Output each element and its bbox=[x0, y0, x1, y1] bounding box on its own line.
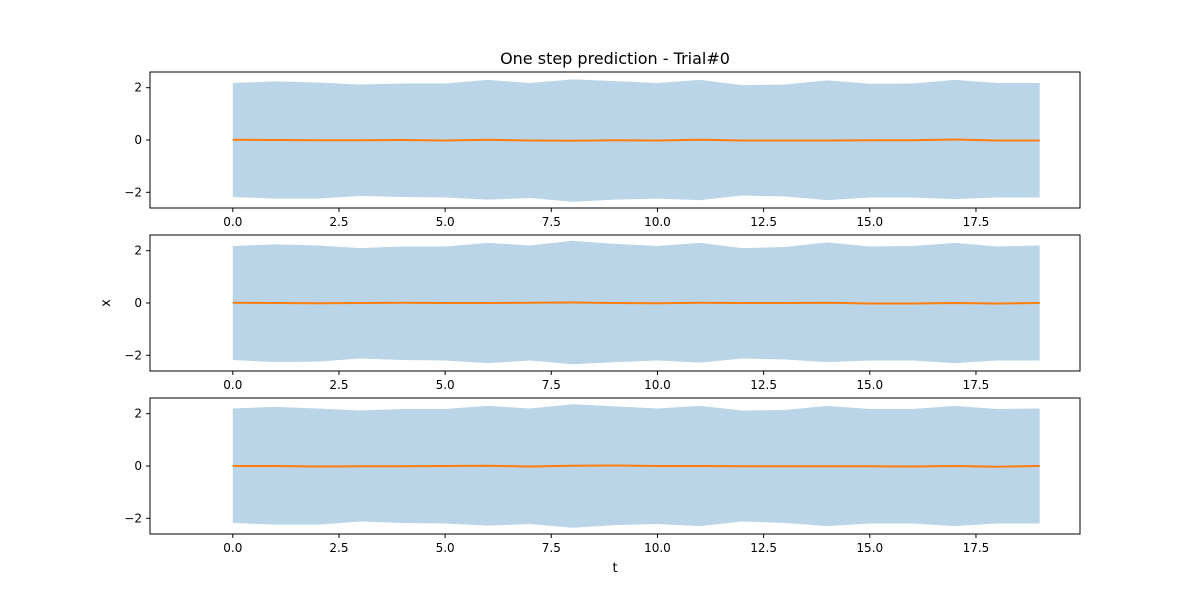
prediction-line bbox=[232, 464, 1040, 468]
x-tick-label: 2.5 bbox=[329, 215, 348, 229]
y-tick-label: 0 bbox=[134, 296, 142, 310]
subplot-panels: 0.0 2.5 5.0 7.5 10.0 12.5 15.0 17.5 −2 0 2 0.0 2.5 5.… bbox=[99, 71, 1081, 576]
y-tick-label: 2 bbox=[134, 244, 142, 258]
subplot-3: 0.0 2.5 5.0 7.5 10.0 12.5 15.0 17.5 −2 0 2 t bbox=[124, 397, 1081, 576]
figure-title: One step prediction - Trial#0 bbox=[500, 49, 730, 68]
x-tick-label: 5.0 bbox=[436, 215, 455, 229]
x-tick-label: 12.5 bbox=[750, 378, 777, 392]
x-axis-label: t bbox=[612, 561, 617, 576]
y-tick-label: 0 bbox=[134, 459, 142, 473]
x-tick-label: 12.5 bbox=[750, 541, 777, 555]
x-tick-label: 15.0 bbox=[856, 215, 883, 229]
prediction-line bbox=[232, 301, 1040, 305]
subplot-2: 0.0 2.5 5.0 7.5 10.0 12.5 15.0 17.5 −2 0 2 x bbox=[99, 234, 1081, 392]
x-tick-label: 7.5 bbox=[542, 215, 561, 229]
x-tick-label: 5.0 bbox=[436, 541, 455, 555]
y-tick-label: −2 bbox=[124, 511, 142, 525]
x-tick-label: 10.0 bbox=[644, 215, 671, 229]
x-tick-label: 10.0 bbox=[644, 541, 671, 555]
x-tick-label: 0.0 bbox=[223, 215, 242, 229]
x-tick-label: 17.5 bbox=[963, 378, 990, 392]
y-tick-label: −2 bbox=[124, 348, 142, 362]
x-tick-label: 2.5 bbox=[329, 378, 348, 392]
prediction-line bbox=[232, 138, 1040, 142]
y-tick-label: 0 bbox=[134, 133, 142, 147]
x-tick-label: 0.0 bbox=[223, 541, 242, 555]
y-axis-label: x bbox=[99, 299, 114, 307]
y-tick-label: 2 bbox=[134, 81, 142, 95]
x-tick-label: 5.0 bbox=[436, 378, 455, 392]
x-tick-label: 0.0 bbox=[223, 378, 242, 392]
subplot-1: 0.0 2.5 5.0 7.5 10.0 12.5 15.0 17.5 −2 0 2 bbox=[124, 71, 1081, 229]
y-tick-label: −2 bbox=[124, 185, 142, 199]
x-tick-label: 15.0 bbox=[856, 541, 883, 555]
x-tick-label: 10.0 bbox=[644, 378, 671, 392]
x-tick-label: 7.5 bbox=[542, 541, 561, 555]
y-tick-label: 2 bbox=[134, 407, 142, 421]
x-tick-label: 17.5 bbox=[963, 215, 990, 229]
x-tick-label: 17.5 bbox=[963, 541, 990, 555]
x-tick-label: 12.5 bbox=[750, 215, 777, 229]
x-tick-label: 7.5 bbox=[542, 378, 561, 392]
x-tick-label: 2.5 bbox=[329, 541, 348, 555]
x-tick-label: 15.0 bbox=[856, 378, 883, 392]
